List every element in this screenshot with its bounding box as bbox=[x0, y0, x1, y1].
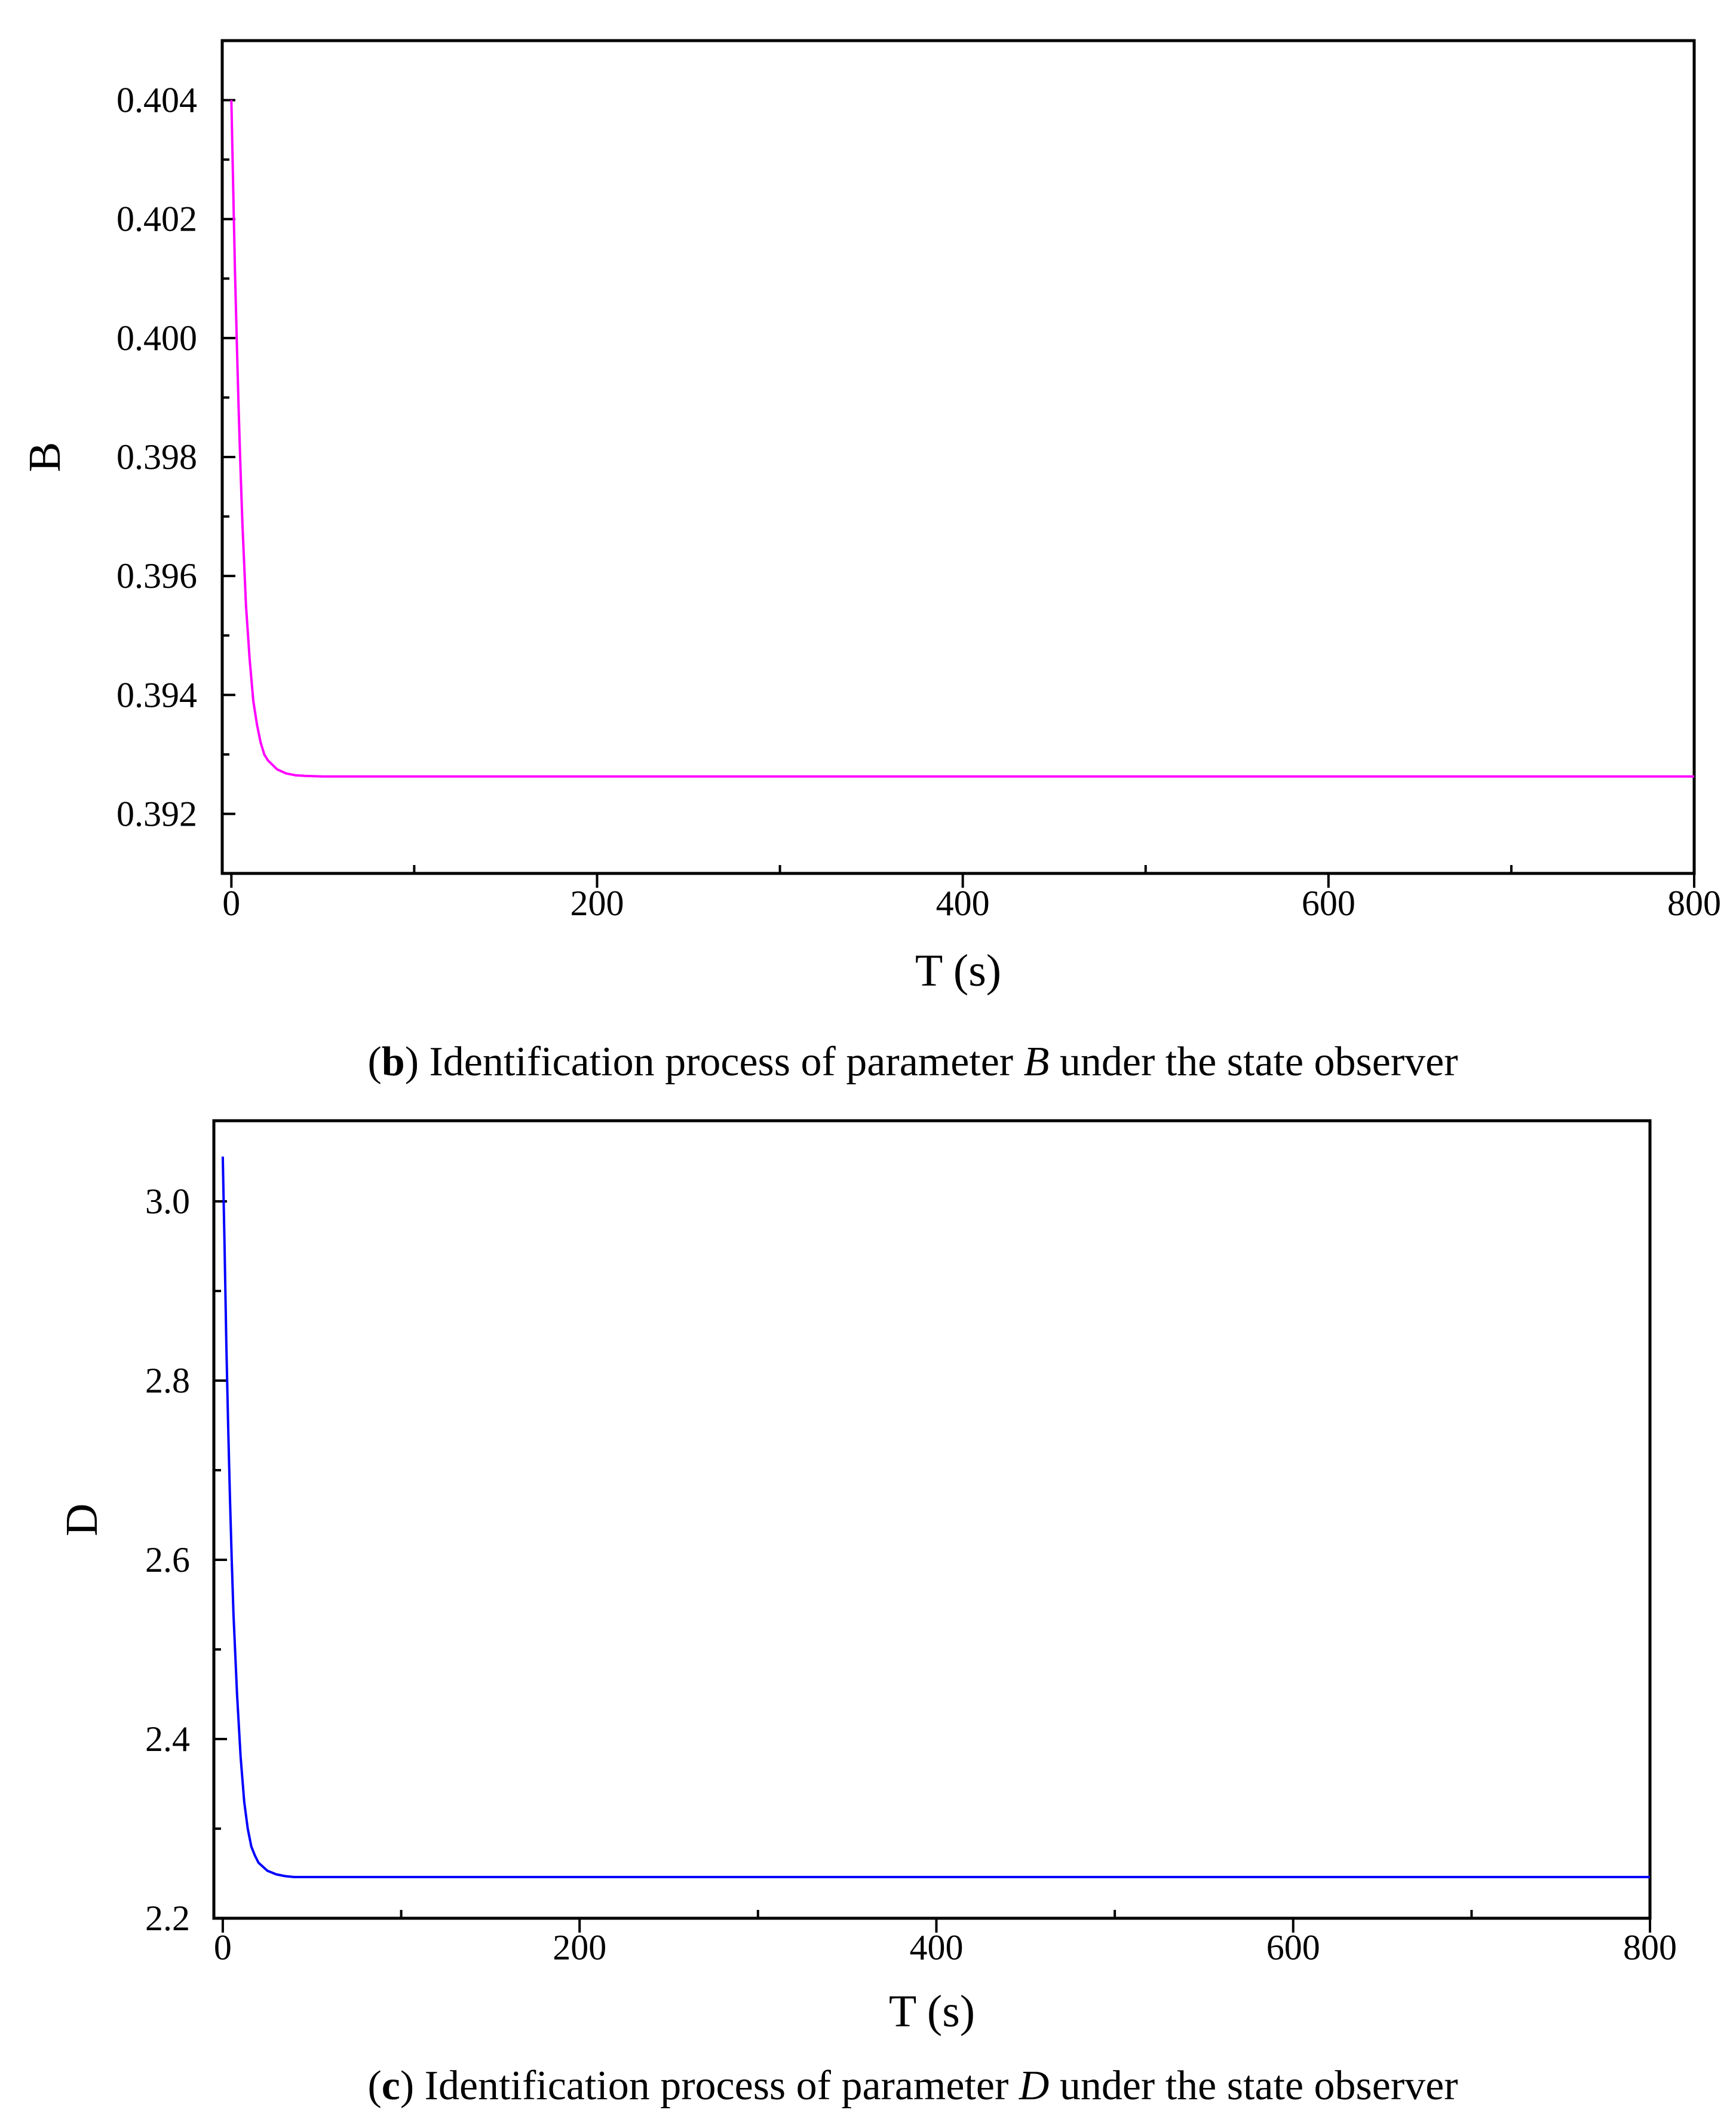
series-line-c bbox=[221, 1156, 1650, 1878]
caption-c: (c) Identification process of parameter … bbox=[367, 2063, 1458, 2109]
x-tick-label-b-4: 800 bbox=[1667, 884, 1721, 923]
axis-ticks-b: 0 200 400 600 800 0.392 0.394 0.396 0.398 0.400 0.… bbox=[116, 81, 1721, 923]
x-tick-label-c-1: 200 bbox=[553, 1928, 606, 1967]
x-tick-label-b-1: 200 bbox=[570, 884, 624, 923]
x-tick-label-b-3: 600 bbox=[1302, 884, 1355, 923]
y-axis-label-c: D bbox=[57, 1504, 107, 1537]
caption-b-letter: b bbox=[382, 1039, 405, 1085]
plot-frame-c bbox=[212, 1119, 1652, 1920]
y-tick-label-c-1: 2.4 bbox=[145, 1719, 190, 1759]
caption-c-open: ( bbox=[367, 2063, 381, 2109]
y-tick-label-b-2: 0.396 bbox=[116, 556, 197, 596]
y-axis-label-b: B bbox=[20, 442, 70, 473]
caption-c-letter: c bbox=[382, 2063, 400, 2109]
y-tick-label-b-4: 0.400 bbox=[116, 318, 197, 358]
x-tick-label-c-3: 600 bbox=[1266, 1928, 1320, 1967]
caption-b: (b) Identification process of parameter … bbox=[367, 1039, 1458, 1085]
caption-b-symbol: B bbox=[1024, 1039, 1050, 1085]
data-line-b-0 bbox=[230, 100, 1694, 778]
y-tick-label-b-1: 0.394 bbox=[116, 675, 197, 714]
y-tick-label-b-6: 0.404 bbox=[116, 81, 197, 120]
y-tick-label-c-4: 3.0 bbox=[145, 1182, 190, 1221]
caption-b-text: ) Identification process of parameter bbox=[405, 1039, 1024, 1085]
y-tick-label-c-2: 2.6 bbox=[145, 1540, 190, 1580]
x-tick-label-b-0: 0 bbox=[222, 884, 240, 923]
series-line-b bbox=[230, 100, 1694, 778]
caption-b-open: ( bbox=[367, 1039, 381, 1085]
x-tick-label-b-2: 400 bbox=[936, 884, 990, 923]
y-tick-label-c-3: 2.8 bbox=[145, 1361, 190, 1400]
x-tick-label-c-2: 400 bbox=[909, 1928, 963, 1967]
y-tick-label-b-3: 0.398 bbox=[116, 437, 197, 477]
y-tick-label-b-5: 0.402 bbox=[116, 200, 197, 239]
chart-panel-c: 0 200 400 600 800 2.2 2.4 2.6 2.8 3.0 T (s) D (c)… bbox=[57, 1119, 1677, 2109]
caption-c-tail: under the state observer bbox=[1049, 2063, 1458, 2109]
data-line-c-0 bbox=[221, 1156, 1650, 1878]
plot-frame-b bbox=[220, 39, 1696, 875]
x-axis-label-b: T (s) bbox=[915, 946, 1001, 996]
chart-panel-b: 0 200 400 600 800 0.392 0.394 0.396 0.398 0.400 0.… bbox=[20, 39, 1721, 1085]
caption-c-text: ) Identification process of parameter bbox=[400, 2063, 1019, 2109]
axis-ticks-c: 0 200 400 600 800 2.2 2.4 2.6 2.8 3.0 bbox=[145, 1182, 1677, 1967]
x-axis-label-c: T (s) bbox=[889, 1986, 975, 2037]
caption-b-tail: under the state observer bbox=[1049, 1039, 1458, 1085]
y-tick-label-c-0: 2.2 bbox=[145, 1899, 190, 1938]
y-tick-label-b-0: 0.392 bbox=[116, 794, 197, 833]
x-tick-label-c-4: 800 bbox=[1623, 1928, 1677, 1967]
caption-c-symbol: D bbox=[1019, 2063, 1050, 2109]
x-tick-label-c-0: 0 bbox=[214, 1928, 232, 1967]
